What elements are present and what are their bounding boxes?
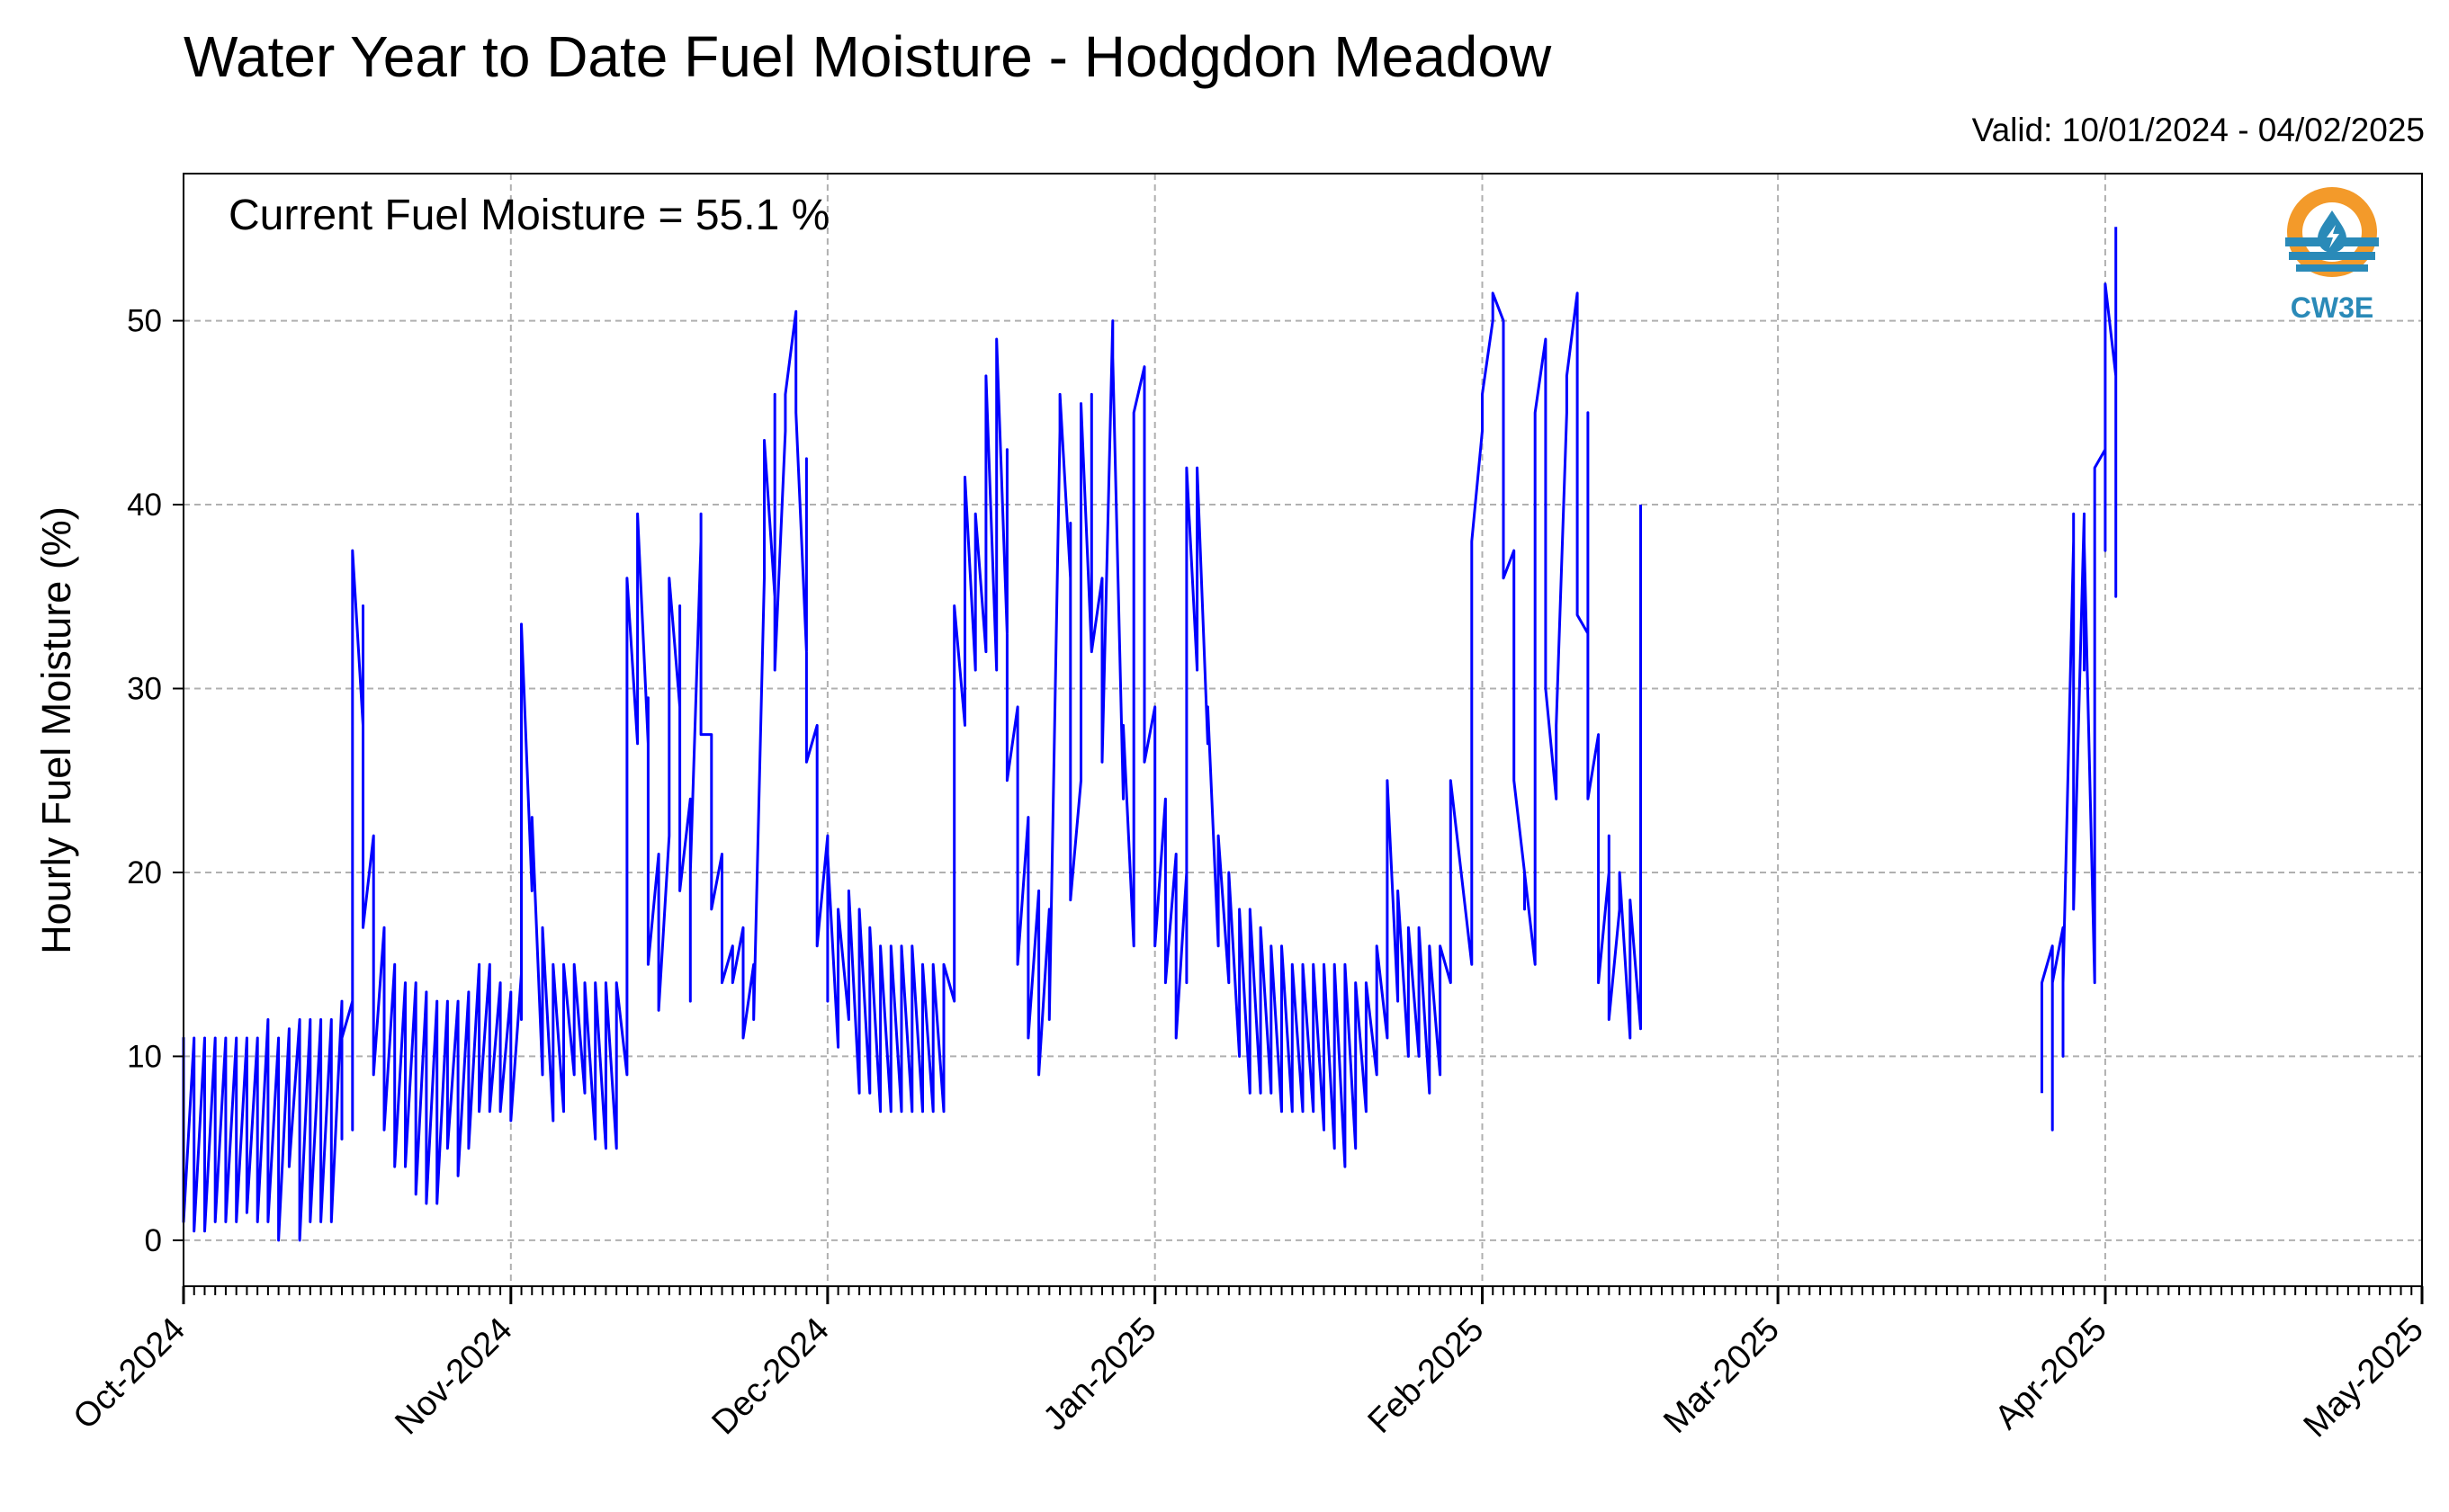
data-series <box>182 227 2118 1242</box>
x-tick-label: Dec-2024 <box>705 1311 837 1442</box>
y-tick-label: 20 <box>127 855 162 890</box>
logo-text: CW3E <box>2291 291 2373 324</box>
chart-subtitle: Valid: 10/01/2024 - 04/02/2025 <box>1971 112 2425 148</box>
y-tick-label: 10 <box>127 1039 162 1074</box>
x-axis: Oct-2024 Nov-2024 Dec-2024 Jan-2025 Feb-2025… <box>67 1286 2431 1445</box>
x-tick-label: Mar-2025 <box>1656 1311 1787 1441</box>
x-tick-label: May-2025 <box>2297 1311 2431 1445</box>
y-axis-label: Hourly Fuel Moisture (%) <box>33 506 79 954</box>
x-tick-label: Nov-2024 <box>388 1311 519 1442</box>
y-axis: 0 10 20 30 40 50 <box>127 304 184 1258</box>
x-tick-label: Oct-2024 <box>67 1311 193 1436</box>
x-tick-label: Feb-2025 <box>1361 1311 1492 1441</box>
grid-lines <box>184 174 2422 1286</box>
cw3e-logo: CW3E <box>2285 187 2379 324</box>
y-tick-label: 50 <box>127 304 162 339</box>
y-tick-label: 30 <box>127 671 162 706</box>
x-tick-label: Jan-2025 <box>1036 1311 1164 1438</box>
current-fuel-moisture-annotation: Current Fuel Moisture = 55.1 % <box>229 192 830 239</box>
fuel-moisture-series-line <box>2041 227 2118 1132</box>
fuel-moisture-series-line <box>182 291 1642 1242</box>
y-tick-label: 0 <box>145 1223 162 1258</box>
y-tick-label: 40 <box>127 488 162 523</box>
x-tick-label: Apr-2025 <box>1988 1311 2114 1436</box>
plot-frame <box>183 173 2423 1287</box>
chart-title: Water Year to Date Fuel Moisture - Hodgd… <box>184 24 1552 89</box>
